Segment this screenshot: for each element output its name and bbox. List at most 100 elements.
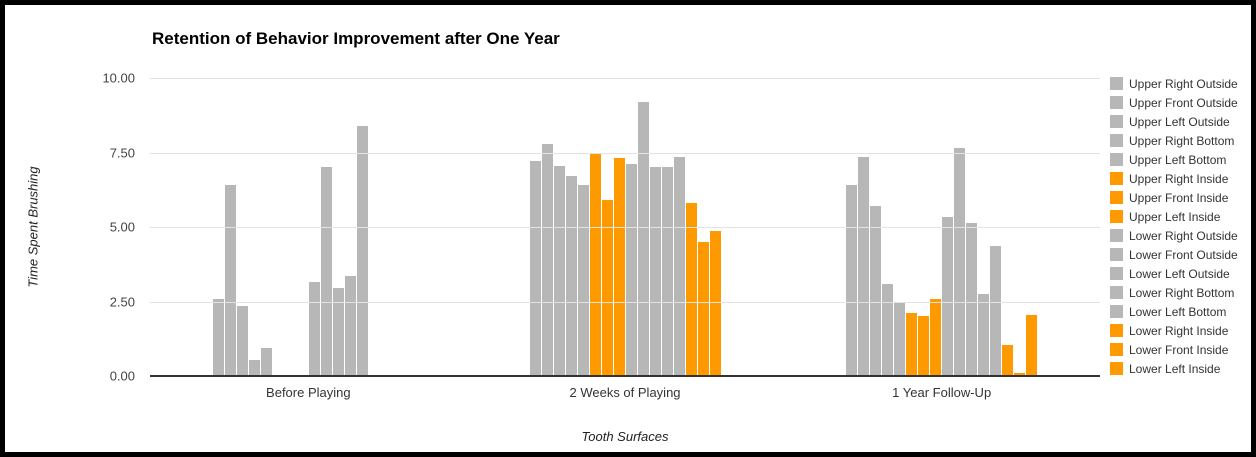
bar-upper-front-outside [541,143,553,376]
legend-item-upper-left-inside: Upper Left Inside [1110,207,1238,226]
bar-groups-container [150,78,1100,376]
bar-lower-right-outside [308,282,320,376]
y-tick-label: 10.00 [102,70,135,86]
legend-item-upper-front-inside: Upper Front Inside [1110,188,1238,207]
x-category-label: 2 Weeks of Playing [569,385,681,400]
legend-swatch-icon [1110,229,1123,242]
bar-upper-left-outside [870,206,882,376]
legend-label: Lower Right Outside [1129,228,1238,243]
bar-group-2-weeks-of-playing [467,78,784,376]
bar-group-before-playing [150,78,467,376]
legend-item-lower-right-outside: Lower Right Outside [1110,226,1238,245]
bar-upper-left-inside [930,298,942,376]
bar-lower-left-inside [1026,314,1038,376]
bar-lower-right-inside [1002,344,1014,376]
legend-label: Upper Front Inside [1129,190,1229,205]
plot-area [150,78,1100,377]
legend-label: Lower Front Outside [1129,247,1238,262]
bar-lower-left-outside [649,167,661,376]
legend-item-lower-front-inside: Lower Front Inside [1110,340,1238,359]
legend-swatch-icon [1110,96,1123,109]
legend-swatch-icon [1110,286,1123,299]
bar-lower-front-outside [954,148,966,376]
legend-item-lower-right-bottom: Lower Right Bottom [1110,283,1238,302]
bar-lower-front-inside [697,241,709,376]
legend-item-lower-left-outside: Lower Left Outside [1110,264,1238,283]
bar-lower-right-inside [685,203,697,376]
bar-lower-left-outside [966,222,978,376]
bar-upper-right-outside [212,298,224,376]
legend-label: Upper Front Outside [1129,95,1238,110]
bar-upper-front-inside [601,200,613,376]
bar-upper-left-bottom [894,303,906,376]
bar-upper-left-inside [613,158,625,376]
legend-label: Upper Right Inside [1129,171,1229,186]
legend-swatch-icon [1110,172,1123,185]
bar-upper-right-inside [589,152,601,376]
legend-swatch-icon [1110,324,1123,337]
legend-swatch-icon [1110,153,1123,166]
bar-lower-right-bottom [978,294,990,376]
legend-item-lower-front-outside: Lower Front Outside [1110,245,1238,264]
gridline [150,78,1100,79]
bar-upper-front-inside [918,316,930,376]
legend-swatch-icon [1110,267,1123,280]
y-tick-label: 5.00 [109,219,135,235]
bar-upper-right-bottom [882,283,894,376]
legend-item-upper-left-outside: Upper Left Outside [1110,112,1238,131]
legend-swatch-icon [1110,191,1123,204]
bar-upper-right-bottom [248,359,260,376]
gridline [150,301,1100,303]
legend-swatch-icon [1110,248,1123,261]
bar-lower-left-bottom [356,125,368,376]
legend-item-upper-right-inside: Upper Right Inside [1110,169,1238,188]
bar-upper-left-outside [236,305,248,376]
legend-label: Lower Right Inside [1129,323,1229,338]
legend-label: Lower Right Bottom [1129,285,1235,300]
bar-lower-left-bottom [673,156,685,376]
legend-label: Lower Left Outside [1129,266,1230,281]
legend-label: Upper Right Bottom [1129,133,1235,148]
bar-lower-right-outside [942,216,954,376]
y-tick-label: 2.50 [109,294,135,309]
legend-swatch-icon [1110,343,1123,356]
x-axis-line [150,375,1100,377]
legend-swatch-icon [1110,210,1123,223]
bar-lower-left-bottom [990,246,1002,376]
gridline [150,227,1100,228]
x-category-label: 1 Year Follow-Up [892,385,992,400]
legend-swatch-icon [1110,115,1123,128]
legend-swatch-icon [1110,362,1123,375]
legend-label: Upper Left Bottom [1129,152,1227,167]
x-axis-labels: Before Playing 2 Weeks of Playing 1 Year F… [150,385,1100,400]
legend-label: Upper Left Inside [1129,209,1221,224]
legend-item-lower-left-bottom: Lower Left Bottom [1110,302,1238,321]
bar-upper-front-outside [224,185,236,376]
legend-swatch-icon [1110,134,1123,147]
legend-item-upper-front-outside: Upper Front Outside [1110,93,1238,112]
legend-item-lower-left-inside: Lower Left Inside [1110,359,1238,378]
legend-label: Lower Left Bottom [1129,304,1227,319]
x-category-label: Before Playing [266,385,351,400]
bar-lower-left-inside [709,231,721,376]
bar-upper-front-outside [858,156,870,376]
legend-label: Lower Left Inside [1129,361,1221,376]
bar-lower-front-outside [320,167,332,376]
bar-group-1-year-follow-up [783,78,1100,376]
bar-upper-left-bottom [577,185,589,376]
legend-item-upper-right-outside: Upper Right Outside [1110,74,1238,93]
bar-upper-right-inside [906,313,918,376]
y-tick-label: 7.50 [109,145,135,160]
legend-swatch-icon [1110,305,1123,318]
legend-label: Upper Left Outside [1129,114,1230,129]
bar-upper-right-outside [846,185,858,376]
bar-lower-right-outside [625,164,637,376]
bar-lower-front-inside [1014,373,1026,376]
x-axis-title: Tooth Surfaces [581,429,669,444]
legend-label: Lower Front Inside [1129,342,1229,357]
legend: Upper Right Outside Upper Front Outside Up… [1110,74,1238,378]
legend-item-lower-right-inside: Lower Right Inside [1110,321,1238,340]
bar-lower-right-bottom [344,276,356,376]
bar-upper-left-outside [553,165,565,376]
